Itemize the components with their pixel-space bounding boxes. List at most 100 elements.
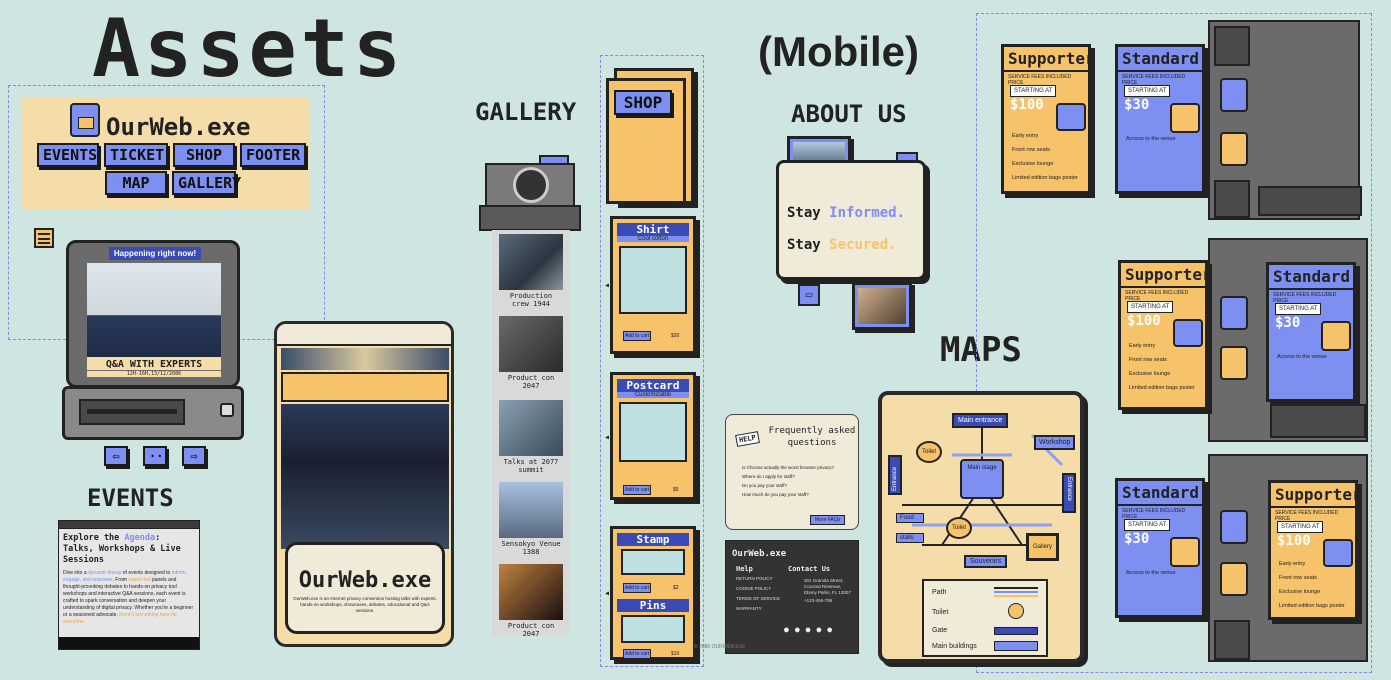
ticket-standard[interactable]: Standard SERVICE FEES INCLUDED PRICE STA… <box>1115 44 1205 194</box>
crown-mascot-icon <box>1220 346 1248 380</box>
phone-hero-photo <box>281 404 449 549</box>
monitor-icon[interactable]: ▭ <box>798 284 820 306</box>
faq-question[interactable]: Where do I apply for staff? <box>742 474 795 479</box>
crown-mascot-icon <box>1220 562 1248 596</box>
pins-add-to-cart-button[interactable]: Add to cart <box>623 649 652 659</box>
stamp-image <box>621 549 685 575</box>
ticket-title: Supporter <box>1271 483 1362 508</box>
gallery-caption: Product con 2047 <box>507 374 555 390</box>
nav-events-button[interactable]: EVENTS <box>37 143 99 167</box>
postcard-next-arrow-icon[interactable]: ▸ <box>692 432 699 443</box>
next-arrow-button[interactable]: ⇨ <box>182 446 206 466</box>
ticket-feature: Early entry <box>1129 343 1156 349</box>
gallery-photo[interactable] <box>499 400 563 456</box>
crown-mascot-icon <box>1056 103 1086 131</box>
footer-link[interactable]: WARRANTY <box>736 606 762 611</box>
crown-mascot-icon <box>1323 539 1353 567</box>
ticket-supporter[interactable]: Supporter SERVICE FEES INCLUDED PRICE ST… <box>1118 260 1212 410</box>
stamp-add-to-cart-button[interactable]: Add to cart <box>623 583 652 593</box>
prev-arrow-button[interactable]: ⇦ <box>104 446 128 466</box>
tv-power-icon[interactable] <box>220 403 234 417</box>
gallery-caption: Product con 2047 <box>507 622 555 638</box>
nav-gallery-button[interactable]: GALLERY <box>172 171 241 195</box>
stamp-next-arrow-icon[interactable]: ▸ <box>692 588 699 599</box>
gallery-caption: Talks at 2077 summit <box>503 458 559 474</box>
gallery-photo[interactable] <box>499 482 563 538</box>
lock-mascot-icon <box>1220 510 1248 544</box>
faq-question[interactable]: Do you pay your staff? <box>742 483 787 488</box>
help-badge: HELP <box>735 431 760 447</box>
pins-title: Pins <box>617 599 689 612</box>
ticket-supporter[interactable]: Supporter SERVICE FEES INCLUDED PRICE ST… <box>1001 44 1095 194</box>
ticket-title: Standard <box>1269 265 1353 290</box>
postcard-prev-arrow-icon[interactable]: ◂ <box>604 432 611 443</box>
footer-address: 301 Granola Street, Coconut Revenue, Ebo… <box>804 578 851 595</box>
tv-base <box>62 386 244 440</box>
footer-link[interactable]: TERMS OF SERVICE <box>736 596 781 601</box>
lock-mascot-icon <box>1170 537 1200 567</box>
map-entrance-left[interactable]: Entrance <box>888 455 902 495</box>
footer-link[interactable]: COOKIE POLICY <box>736 586 772 591</box>
menu-icon[interactable] <box>34 228 54 248</box>
footer-contact-heading: Contact Us <box>788 565 831 573</box>
ticket-standard[interactable]: Standard SERVICE FEES INCLUDED PRICE STA… <box>1115 478 1205 618</box>
crown-mascot-icon <box>1220 132 1248 166</box>
ticket-feature: Front row seats <box>1279 575 1317 581</box>
shirt-price: $30 <box>671 333 680 339</box>
nav-ticket-button[interactable]: TICKET <box>104 143 168 167</box>
ticket-fees: SERVICE FEES INCLUDED PRICE <box>1273 292 1337 304</box>
social-icons[interactable]: ●●●●● <box>784 625 839 634</box>
faq-title: Frequently asked questions <box>768 426 856 448</box>
nav-shop-button[interactable]: SHOP <box>173 143 235 167</box>
map-workshop[interactable]: Workshop <box>1034 435 1076 450</box>
legend-main-buildings: Main buildings <box>932 643 977 650</box>
ticket-feature: Front row seats <box>1129 357 1167 363</box>
ticket-standard[interactable]: Standard SERVICE FEES INCLUDED PRICE STA… <box>1266 262 1356 402</box>
postcard-title: Postcard <box>617 379 689 392</box>
ticket-fees: SERVICE FEES INCLUDED PRICE <box>1122 508 1186 520</box>
shirt-next-arrow-icon[interactable]: ▸ <box>692 280 699 291</box>
footer-link[interactable]: RETURN POLICY <box>736 576 773 581</box>
map-stalls[interactable]: stalls <box>896 533 924 543</box>
map-toilet[interactable]: Toilet <box>946 517 973 539</box>
shop-shirt-card: Shirt Cool cotton Add to cart $30 <box>610 216 696 354</box>
pins-image <box>621 615 685 643</box>
map-toilet[interactable]: Toilet <box>916 441 943 463</box>
tv-banner: Happening right now! <box>109 247 201 260</box>
shirt-add-to-cart-button[interactable]: Add to cart <box>623 331 652 341</box>
footer-brand: OurWeb.exe <box>732 549 787 559</box>
gallery-photo[interactable] <box>499 564 563 620</box>
faq-question[interactable]: How much do you pay your staff? <box>742 492 809 497</box>
more-dots-button[interactable]: ··· <box>143 446 171 466</box>
legend-toilet: Toilet <box>932 609 949 616</box>
map-gallery[interactable]: Gallery <box>1026 533 1060 561</box>
ticket-fees: SERVICE FEES INCLUDED PRICE <box>1008 74 1072 86</box>
postcard-add-to-cart-button[interactable]: Add to cart <box>623 485 652 495</box>
stamp-prev-arrow-icon[interactable]: ◂ <box>604 588 611 599</box>
tv-title: Q&A WITH EXPERTS <box>87 357 221 370</box>
shop-label-button[interactable]: SHOP <box>614 90 672 115</box>
camera-icon <box>479 155 581 235</box>
gallery-photo[interactable] <box>499 234 563 290</box>
ticket-machine <box>1208 20 1362 220</box>
map-main-stage[interactable]: Main stage <box>960 459 1004 499</box>
nav-logo[interactable]: OurWeb.exe <box>106 113 251 141</box>
map-main-entrance[interactable]: Main entrance <box>952 413 1009 428</box>
map-food[interactable]: Food <box>896 513 924 523</box>
map-entrance-right[interactable]: Entrance <box>1062 473 1076 513</box>
ticket-title: Standard <box>1118 481 1202 506</box>
ticket-supporter[interactable]: Supporter SERVICE FEES INCLUDED PRICE ST… <box>1268 480 1362 620</box>
faq-question[interactable]: Is Chrome actually the worst browser pri… <box>742 465 835 470</box>
nav-footer-button[interactable]: FOOTER <box>240 143 306 167</box>
legend-gate: Gate <box>932 627 948 634</box>
legend-path: Path <box>932 589 947 596</box>
footer-help-links: RETURN POLICY COOKIE POLICY TERMS OF SER… <box>736 571 792 611</box>
footer-help-heading: Help <box>736 565 753 573</box>
pins-price: $10 <box>671 651 680 657</box>
shirt-prev-arrow-icon[interactable]: ◂ <box>604 280 611 291</box>
more-faqs-button[interactable]: More FAQs <box>810 515 846 525</box>
nav-map-button[interactable]: MAP <box>105 171 167 195</box>
map-souvenirs[interactable]: Souvenirs <box>964 555 1008 568</box>
gallery-photo[interactable] <box>499 316 563 372</box>
phone-mockup: OurWeb.exe OurWeb.exe is an Internet pri… <box>274 321 454 647</box>
